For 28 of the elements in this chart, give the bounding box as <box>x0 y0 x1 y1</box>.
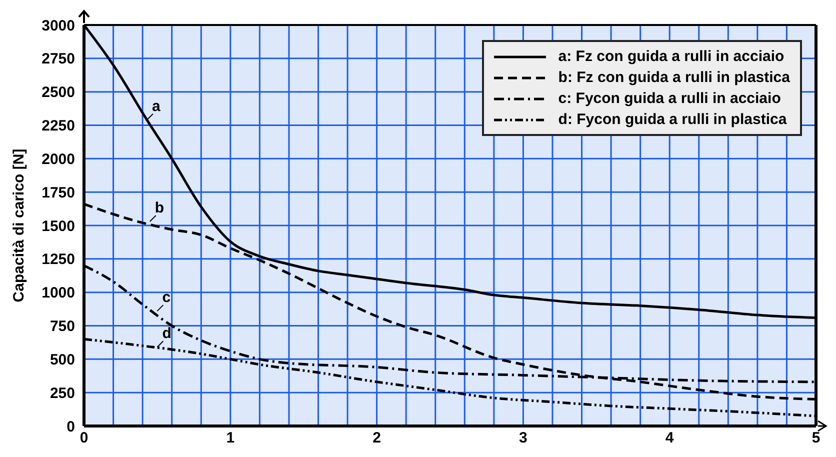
y-tick-label: 2500 <box>42 84 75 102</box>
y-tick-label: 0 <box>66 418 75 436</box>
y-axis-title: Capacità di carico [N] <box>10 148 28 302</box>
x-tick-label: 5 <box>812 430 820 447</box>
x-tick-label: 4 <box>665 430 674 447</box>
x-tick-label: 0 <box>80 430 88 447</box>
y-tick-label: 2250 <box>42 118 75 135</box>
y-tick-label: 250 <box>50 384 75 402</box>
legend-label: d: Fycon guida a rulli in plastica <box>558 110 787 130</box>
y-tick-label: 1000 <box>42 284 75 302</box>
y-tick-label: 500 <box>50 351 75 368</box>
y-tick-label: 2750 <box>42 50 75 68</box>
annotation: d <box>162 325 172 342</box>
x-tick-label: 3 <box>519 430 528 447</box>
legend-label: c: Fycon guida a rulli in acciaio <box>558 89 781 109</box>
y-tick-label: 3000 <box>42 17 75 34</box>
y-tick-label: 1750 <box>42 184 75 202</box>
y-tick-label: 750 <box>50 318 75 336</box>
legend-label: a: Fz con guida a rulli in acciaio <box>558 47 784 67</box>
annotation: b <box>154 199 164 216</box>
y-tick-label: 2000 <box>42 150 75 168</box>
x-tick-label: 2 <box>372 430 381 447</box>
legend-label: b: Fz con guida a rulli in plastica <box>558 68 790 88</box>
y-tick-label: 1500 <box>42 218 75 235</box>
annotation: a <box>152 98 161 115</box>
annotation: c <box>162 289 171 306</box>
x-tick-label: 1 <box>226 430 235 447</box>
y-tick-label: 1250 <box>42 251 75 268</box>
